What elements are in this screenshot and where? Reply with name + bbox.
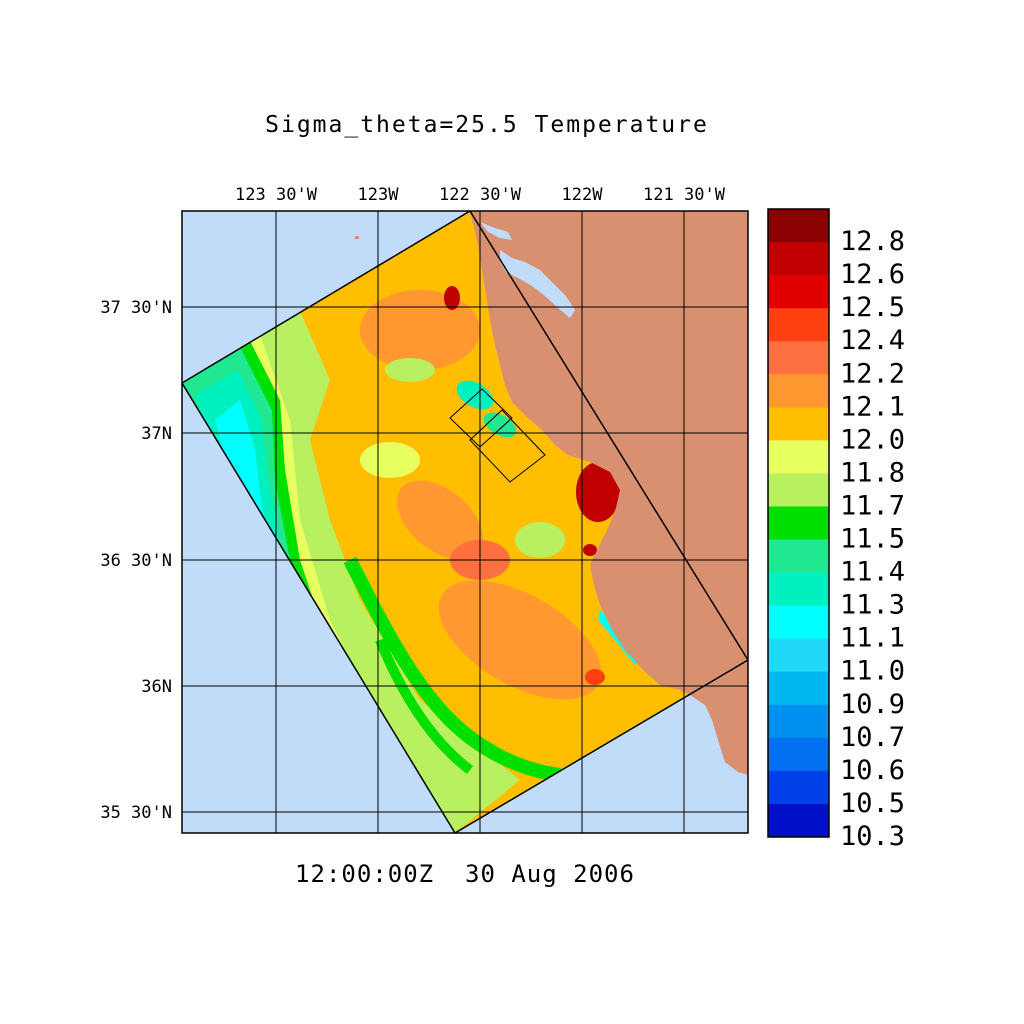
model-domain-outline	[182, 211, 748, 833]
colorbar-tick-label: 12.8	[840, 226, 905, 257]
colorbar-swatch	[768, 803, 829, 838]
colorbar-tick-label: 11.5	[840, 524, 905, 555]
colorbar-tick-label: 12.6	[840, 259, 905, 290]
colorbar-swatch	[768, 671, 829, 706]
colorbar-tick-label: 11.1	[840, 623, 905, 654]
colorbar-labels: 12.812.612.512.412.212.112.011.811.711.5…	[840, 226, 905, 852]
map-title: Sigma_theta=25.5 Temperature	[265, 112, 709, 138]
map-frame	[181, 210, 749, 834]
colorbar-tick-label: 10.5	[840, 788, 905, 819]
colorbar-tick-label: 12.2	[840, 358, 905, 389]
colorbar-swatch	[768, 275, 829, 309]
colorbar-swatch	[768, 572, 829, 607]
colorbar-swatch	[768, 638, 829, 673]
lat-tick-label: 36N	[141, 677, 172, 697]
timestamp-label: 12:00:00Z 30 Aug 2006	[295, 860, 635, 888]
top-axis: 123 30'W 123W 122 30'W 122W 121 30'W	[235, 185, 726, 205]
colorbar-tick-label: 10.3	[840, 821, 905, 852]
lon-tick-label: 122 30'W	[439, 185, 522, 205]
colorbar-tick-label: 11.0	[840, 656, 905, 687]
colorbar-swatch	[768, 209, 829, 243]
colorbar-swatch	[768, 374, 829, 408]
lat-tick-label: 37 30'N	[100, 298, 172, 318]
colorbar-swatch	[768, 242, 829, 276]
graticule	[182, 211, 748, 833]
colorbar-swatch	[768, 704, 829, 739]
sf-bay	[500, 250, 575, 318]
colorbar-swatch	[768, 407, 829, 441]
colorbar-tick-label: 11.4	[840, 557, 905, 588]
colorbar-tick-label: 10.6	[840, 755, 905, 786]
colorbar-tick-label: 11.8	[840, 457, 905, 488]
nested-domain-outline	[449, 388, 513, 448]
map-area	[182, 211, 748, 833]
colorbar-swatch	[768, 770, 829, 805]
left-axis: 37 30'N 37N 36 30'N 36N 35 30'N	[100, 298, 172, 823]
lat-tick-label: 37N	[141, 424, 172, 444]
colorbar-swatch	[768, 473, 829, 507]
colorbar-frame	[767, 208, 830, 838]
colorbar-tick-label: 11.3	[840, 590, 905, 621]
north-bay	[480, 222, 512, 240]
lon-tick-label: 121 30'W	[643, 185, 726, 205]
colorbar-swatch	[768, 341, 829, 375]
colorbar-swatch	[768, 605, 829, 640]
colorbar-tick-label: 11.7	[840, 490, 905, 521]
colorbar-tick-label: 12.1	[840, 391, 905, 422]
colorbar-tick-label: 10.9	[840, 689, 905, 720]
lon-tick-label: 123W	[358, 185, 400, 205]
lon-tick-label: 122W	[562, 185, 604, 205]
colorbar-tick-label: 12.0	[840, 424, 905, 455]
nested-domain-outline	[469, 409, 546, 483]
colorbar-swatch	[768, 539, 829, 574]
colorbar-swatch	[768, 308, 829, 342]
lat-tick-label: 35 30'N	[100, 803, 172, 823]
lon-tick-label: 123 30'W	[235, 185, 318, 205]
lat-tick-label: 36 30'N	[100, 551, 172, 571]
colorbar-swatch	[768, 737, 829, 772]
colorbar-tick-label: 12.5	[840, 292, 905, 323]
colorbar-tick-label: 10.7	[840, 722, 905, 753]
colorbar-tick-label: 12.4	[840, 325, 905, 356]
colorbar-swatch	[768, 506, 829, 541]
farallon-island	[355, 236, 359, 239]
colorbar	[768, 209, 829, 838]
colorbar-swatch	[768, 440, 829, 474]
